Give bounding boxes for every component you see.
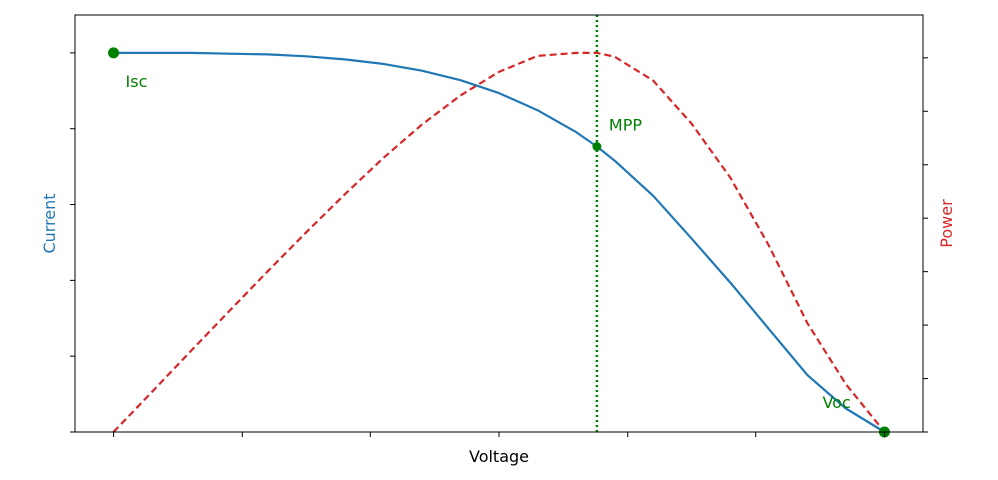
right-y-axis-label: Power bbox=[937, 199, 956, 248]
axis-ticks bbox=[70, 52, 928, 437]
power-curve bbox=[112, 51, 886, 433]
left-y-axis-label: Current bbox=[40, 193, 59, 253]
current-curve bbox=[113, 51, 886, 433]
point-mpp bbox=[592, 142, 602, 152]
plot-frame bbox=[74, 14, 924, 433]
label-isc: Isc bbox=[126, 72, 148, 91]
plot-content: Isc MPP Voc bbox=[108, 15, 890, 438]
label-voc: Voc bbox=[822, 393, 850, 412]
point-isc bbox=[108, 47, 120, 59]
x-axis-label: Voltage bbox=[469, 447, 529, 466]
label-mpp: MPP bbox=[609, 116, 642, 135]
